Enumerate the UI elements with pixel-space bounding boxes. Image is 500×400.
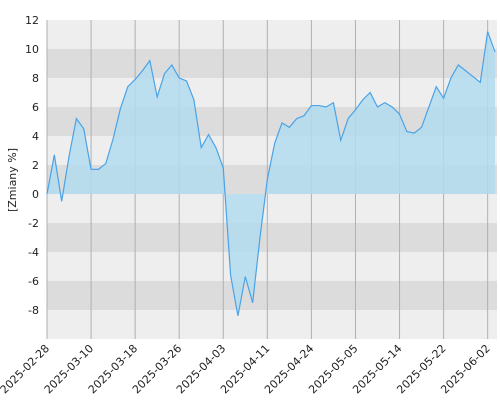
band xyxy=(47,252,497,281)
band xyxy=(47,49,497,78)
y-tick-label: -4 xyxy=(28,246,39,259)
band xyxy=(47,78,497,107)
band xyxy=(47,223,497,252)
y-tick-label: 2 xyxy=(32,159,39,172)
y-tick-label: 0 xyxy=(32,188,39,201)
y-tick-label: 6 xyxy=(32,101,39,114)
y-tick-label: -2 xyxy=(28,217,39,230)
line xyxy=(46,31,496,316)
y-axis-label: [Zmiany %] xyxy=(6,148,19,212)
y-tick-label: -8 xyxy=(28,304,39,317)
y-tick-label: 4 xyxy=(32,130,39,143)
band xyxy=(47,194,497,223)
area xyxy=(47,31,495,316)
y-tick-label: -6 xyxy=(28,275,39,288)
y-tick-label: 10 xyxy=(25,43,39,56)
band xyxy=(47,281,497,310)
y-tick-label: 8 xyxy=(32,72,39,85)
y-tick-label: 12 xyxy=(25,14,39,27)
band xyxy=(47,20,497,49)
band xyxy=(47,310,497,339)
